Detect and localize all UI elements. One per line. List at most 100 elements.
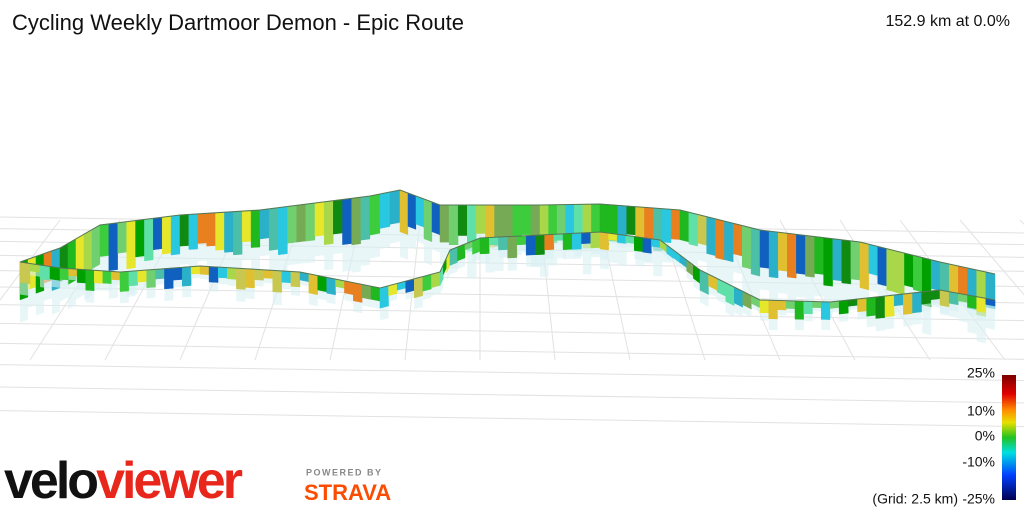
route-reflection bbox=[206, 245, 216, 266]
route-reflection bbox=[408, 226, 416, 250]
route-segment bbox=[407, 192, 417, 230]
route-segment bbox=[259, 208, 270, 240]
route-segment bbox=[553, 233, 564, 241]
route-segment bbox=[422, 273, 432, 292]
logo: veloviewer bbox=[4, 452, 243, 510]
route-reflection bbox=[717, 292, 726, 305]
route-segment bbox=[488, 236, 499, 246]
route-segment bbox=[850, 240, 861, 281]
route-reflection bbox=[36, 290, 44, 316]
route-segment bbox=[857, 297, 867, 313]
legend-label: 0% bbox=[975, 428, 995, 444]
strava-logo: STRAVA bbox=[304, 480, 391, 505]
route-reflection bbox=[812, 307, 822, 312]
route-segment bbox=[94, 270, 104, 284]
route-reflection bbox=[814, 273, 824, 297]
route-segment bbox=[574, 204, 584, 238]
route-reflection bbox=[422, 288, 432, 301]
route-segment bbox=[794, 300, 804, 320]
route-segment bbox=[76, 268, 86, 284]
route-reflection bbox=[572, 249, 582, 260]
route-reflection bbox=[563, 249, 573, 260]
grid-line bbox=[0, 219, 61, 301]
route-segment bbox=[841, 239, 852, 285]
route-reflection bbox=[390, 222, 400, 244]
route-segment bbox=[287, 205, 297, 244]
route-segment bbox=[913, 255, 923, 293]
route-reflection bbox=[725, 301, 735, 317]
route-reflection bbox=[803, 313, 813, 322]
route-reflection bbox=[269, 249, 279, 276]
route-reflection bbox=[272, 291, 282, 306]
route-segment bbox=[181, 266, 192, 287]
legend-label: -10% bbox=[962, 454, 995, 470]
route-reflection bbox=[457, 257, 465, 270]
route-reflection bbox=[921, 303, 931, 312]
route-segment bbox=[670, 209, 681, 240]
route-segment bbox=[314, 201, 325, 237]
route-segment bbox=[688, 211, 699, 247]
route-reflection bbox=[236, 288, 246, 302]
route-segment bbox=[83, 229, 93, 277]
route-reflection bbox=[680, 262, 687, 273]
route-reflection bbox=[424, 238, 432, 266]
route-segment bbox=[556, 204, 566, 239]
route-reflection bbox=[117, 252, 127, 272]
route-segment bbox=[197, 213, 207, 244]
route-segment bbox=[884, 294, 895, 318]
route-reflection bbox=[446, 265, 450, 282]
route-reflection bbox=[371, 299, 380, 309]
route-reflection bbox=[326, 293, 336, 305]
route-reflection bbox=[700, 290, 709, 307]
route-reflection bbox=[305, 240, 315, 264]
route-reflection bbox=[778, 270, 788, 294]
route-segment bbox=[498, 236, 508, 251]
route-segment bbox=[161, 215, 172, 255]
route-segment bbox=[512, 204, 523, 237]
route-reflection bbox=[342, 243, 352, 272]
route-reflection bbox=[405, 290, 415, 300]
route-reflection bbox=[137, 281, 147, 290]
grid-line bbox=[0, 342, 1024, 360]
route-reflection bbox=[191, 273, 200, 279]
route-segment bbox=[525, 234, 536, 256]
route-segment bbox=[164, 267, 174, 290]
route-segment bbox=[179, 214, 190, 247]
route-segment bbox=[85, 269, 95, 291]
route-reflection bbox=[333, 232, 343, 255]
route-segment bbox=[144, 218, 154, 262]
route-reflection bbox=[77, 282, 86, 291]
route-segment bbox=[838, 299, 849, 315]
route-reflection bbox=[308, 292, 318, 307]
route-segment bbox=[786, 300, 796, 309]
route-segment bbox=[759, 229, 770, 269]
route-reflection bbox=[260, 237, 270, 257]
route-reflection bbox=[686, 270, 694, 283]
route-segment bbox=[296, 203, 307, 243]
logo-velo: velo bbox=[4, 452, 97, 510]
route-segment bbox=[188, 213, 199, 250]
route-segment bbox=[939, 289, 950, 308]
route-reflection bbox=[94, 282, 103, 291]
route-segment bbox=[323, 200, 334, 245]
route-segment bbox=[379, 285, 389, 309]
route-reflection bbox=[787, 277, 797, 305]
route-reflection bbox=[697, 243, 707, 263]
route-reflection bbox=[805, 276, 815, 302]
route-segment bbox=[476, 204, 486, 234]
legend-label: 25% bbox=[967, 365, 995, 381]
route-segment bbox=[812, 301, 822, 309]
route-segment bbox=[457, 204, 468, 236]
route-reflection bbox=[848, 305, 858, 311]
route-reflection bbox=[472, 251, 480, 263]
route-reflection bbox=[535, 254, 545, 267]
logo-viewer: viewer bbox=[96, 452, 243, 510]
route-segment bbox=[715, 218, 725, 261]
route-segment bbox=[507, 235, 518, 259]
route-reflection bbox=[795, 319, 804, 331]
route-reflection bbox=[922, 304, 932, 336]
route-segment bbox=[642, 237, 652, 254]
route-reflection bbox=[868, 273, 878, 293]
route-reflection bbox=[146, 287, 156, 299]
route-segment bbox=[170, 214, 181, 256]
